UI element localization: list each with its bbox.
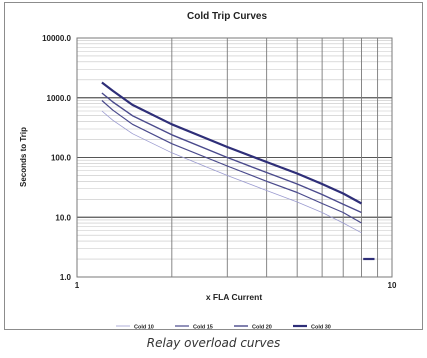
- y-tick-label: 10000.0: [42, 34, 71, 43]
- plot-area: [76, 37, 393, 278]
- series-line-cold-20: [101, 92, 362, 214]
- series-line-cold-15: [101, 100, 362, 224]
- legend-item-cold-20: Cold 20: [234, 325, 272, 331]
- chart-title: Cold Trip Curves: [187, 11, 267, 22]
- x-tick-label: 1: [75, 281, 80, 290]
- y-tick-label: 10.0: [55, 213, 71, 222]
- y-axis-label: Seconds to Trip: [19, 127, 28, 187]
- legend-item-cold-30: Cold 30: [293, 325, 331, 331]
- trip-curve-chart: Cold Trip Curves Seconds to Trip x FLA C…: [19, 11, 397, 331]
- x-tick-label: 10: [388, 281, 397, 290]
- tick-labels: 10000.0 1000.0 100.0 10.0 1.01 10: [42, 34, 397, 290]
- legend-item-cold-10: Cold 10: [116, 325, 154, 331]
- series-line-cold-30: [101, 81, 363, 205]
- series-lines: [101, 81, 375, 261]
- y-tick-label: 1.0: [60, 273, 72, 282]
- legend-item-cold-15: Cold 15: [175, 325, 213, 331]
- legend-label: Cold 15: [193, 325, 213, 331]
- legend-label: Cold 20: [252, 325, 272, 331]
- x-axis-label: x FLA Current: [206, 292, 263, 302]
- legend: Cold 10 Cold 15 Cold 20 Cold 30: [116, 325, 331, 331]
- legend-label: Cold 30: [311, 325, 331, 331]
- chart-frame: [4, 2, 423, 330]
- y-tick-label: 100.0: [51, 154, 72, 163]
- y-tick-label: 1000.0: [47, 94, 72, 103]
- legend-label: Cold 10: [134, 325, 154, 331]
- grid: [77, 37, 392, 278]
- series-line-cold-10: [101, 110, 362, 234]
- figure-caption: Relay overload curves: [146, 336, 281, 350]
